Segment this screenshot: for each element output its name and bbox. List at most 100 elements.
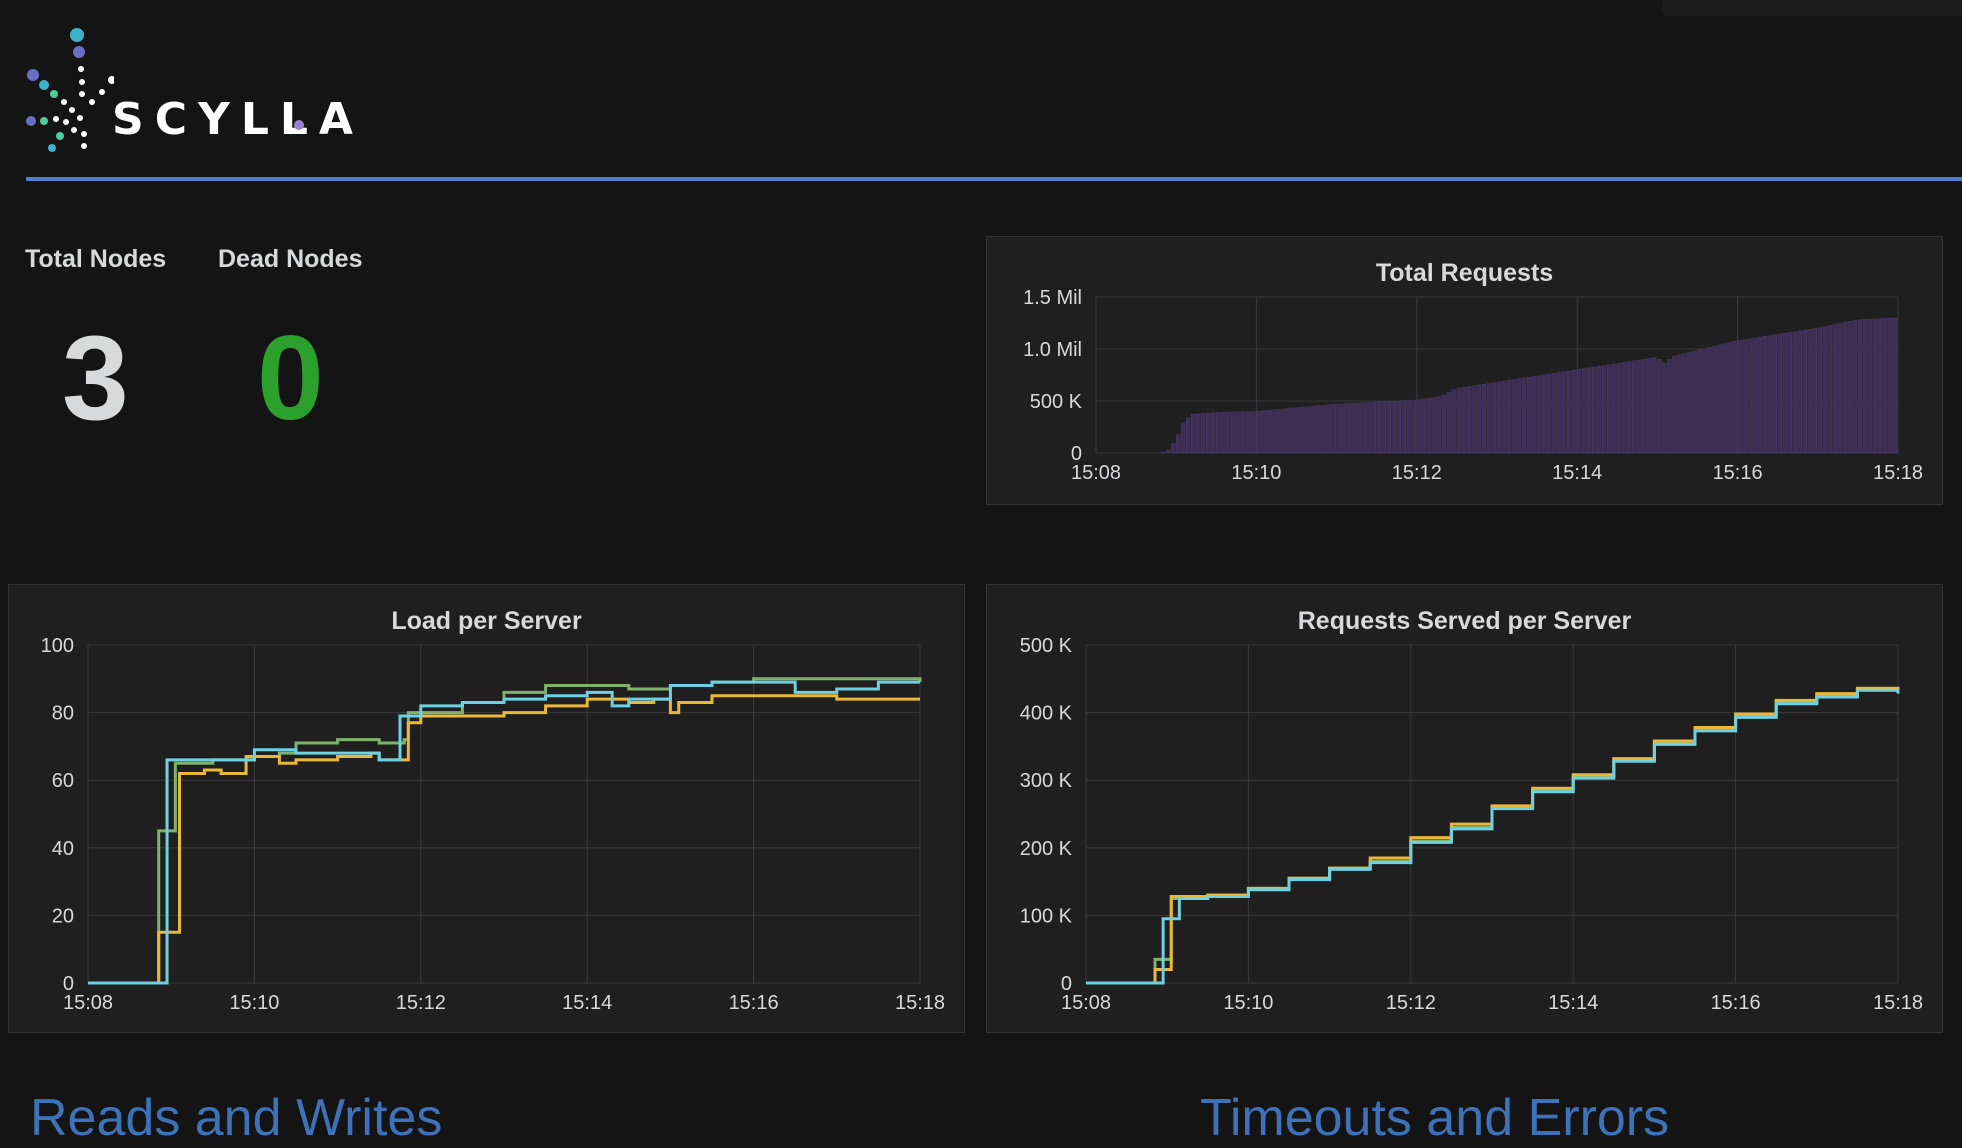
series-line-1 xyxy=(1086,687,1900,985)
request-bar xyxy=(1406,400,1412,454)
request-bar xyxy=(1777,333,1782,454)
y-tick-label: 300 K xyxy=(1020,770,1073,792)
request-bar xyxy=(1175,434,1181,454)
logo-wordmark: SCYLLA xyxy=(112,94,364,145)
request-bar xyxy=(1802,329,1808,454)
request-bar xyxy=(1491,382,1497,454)
request-bar xyxy=(1767,335,1772,454)
reads-writes-title: Reads and Writes xyxy=(30,1089,443,1147)
request-bar xyxy=(1632,360,1637,454)
x-tick-label: 15:08 xyxy=(63,992,113,1014)
request-bar xyxy=(1531,376,1537,454)
x-tick-label: 15:08 xyxy=(1061,992,1111,1014)
request-bar xyxy=(1451,389,1457,454)
request-bar xyxy=(1812,328,1818,454)
scylla-logo: SCYLLA xyxy=(24,22,353,152)
request-bar xyxy=(1571,369,1577,454)
request-bar xyxy=(1782,333,1787,454)
request-bar xyxy=(1185,417,1191,454)
request-bar xyxy=(1887,317,1893,454)
request-bar xyxy=(1586,367,1592,454)
request-bar xyxy=(1206,412,1211,454)
total-requests-panel[interactable]: Total Requests 15:08 15:10 15:12 15:14 15:16… xyxy=(986,236,1943,505)
y-tick-label: 0 xyxy=(1061,973,1072,995)
request-bar xyxy=(1677,354,1682,454)
request-bar xyxy=(1501,380,1507,454)
total-nodes-value: 3 xyxy=(62,311,129,445)
request-bar xyxy=(1732,341,1737,454)
request-bar xyxy=(1697,349,1702,454)
panel-title: Load per Server xyxy=(391,607,582,635)
request-bar xyxy=(1591,366,1597,454)
request-bar xyxy=(1356,402,1361,454)
request-bar xyxy=(1165,450,1171,454)
x-tick-label: 15:12 xyxy=(396,992,446,1014)
y-tick-label: 60 xyxy=(52,770,74,792)
request-bar xyxy=(1311,405,1316,454)
y-tick-label: 80 xyxy=(52,703,74,725)
y-tick-label: 1.0 Mil xyxy=(1023,339,1082,361)
request-bar xyxy=(1797,330,1803,454)
request-bar xyxy=(1266,410,1271,454)
request-bar xyxy=(1441,394,1447,454)
request-bar xyxy=(1792,331,1797,454)
request-bar xyxy=(1496,381,1502,454)
request-bar xyxy=(1301,406,1306,454)
y-tick-label: 40 xyxy=(52,838,74,860)
request-bar xyxy=(1481,383,1487,454)
request-bar xyxy=(1436,396,1442,454)
series-line-1 xyxy=(88,677,922,985)
x-tick-label: 15:16 xyxy=(1713,462,1763,484)
top-right-bar xyxy=(1662,0,1962,16)
request-bar xyxy=(1556,372,1562,454)
request-bar xyxy=(1160,451,1166,454)
request-bar xyxy=(1431,397,1437,454)
series-line-3 xyxy=(1086,688,1900,985)
request-bar xyxy=(1296,407,1301,454)
request-bar xyxy=(1471,385,1477,454)
request-bar xyxy=(1647,358,1652,454)
request-bar xyxy=(1361,402,1366,454)
request-bar xyxy=(1832,324,1838,454)
request-bar xyxy=(1321,405,1326,454)
y-tick-label: 1.5 Mil xyxy=(1023,287,1082,309)
request-bar xyxy=(1642,359,1647,454)
request-bar xyxy=(1877,318,1883,454)
request-bar xyxy=(1236,411,1241,454)
request-bar xyxy=(1847,321,1853,454)
y-tick-label: 0 xyxy=(1071,443,1082,465)
request-bar xyxy=(1261,410,1266,454)
request-bar xyxy=(1662,362,1667,454)
y-tick-label: 100 K xyxy=(1020,905,1073,927)
request-bar xyxy=(1541,374,1547,454)
request-bar xyxy=(1566,370,1572,454)
x-tick-label: 15:10 xyxy=(1231,462,1281,484)
request-bar xyxy=(1727,342,1732,454)
request-bar xyxy=(1336,403,1341,454)
load-per-server-panel[interactable]: Load per Server 15:08 15:10 15:12 15:14 15:1… xyxy=(8,584,965,1033)
request-bar xyxy=(1386,401,1391,454)
request-bar xyxy=(1581,368,1587,454)
request-bar xyxy=(1421,398,1427,454)
request-bar xyxy=(1291,407,1296,454)
request-bar xyxy=(1486,383,1492,454)
total-requests-chart: 15:08 15:10 15:12 15:14 15:16 15:18 0 500 K 1.0 … xyxy=(1023,287,1923,484)
request-bar xyxy=(1506,380,1512,454)
request-bar xyxy=(1241,411,1246,454)
request-bar xyxy=(1281,408,1286,454)
request-bar xyxy=(1762,336,1767,454)
total-nodes-label: Total Nodes xyxy=(25,245,167,273)
request-bar xyxy=(1682,353,1687,454)
request-bar xyxy=(1607,364,1612,454)
request-bar xyxy=(1862,319,1868,454)
request-bar xyxy=(1446,392,1452,454)
request-bar xyxy=(1672,355,1677,454)
request-bar xyxy=(1837,323,1843,454)
x-tick-label: 15:18 xyxy=(1873,992,1923,1014)
request-bar xyxy=(1331,404,1336,454)
request-bar xyxy=(1306,406,1311,454)
request-bar xyxy=(1747,338,1752,454)
request-bar xyxy=(1882,318,1888,454)
requests-served-panel[interactable]: Requests Served per Server 15:08 15:10 15:… xyxy=(986,584,1943,1033)
request-bar xyxy=(1231,411,1236,454)
